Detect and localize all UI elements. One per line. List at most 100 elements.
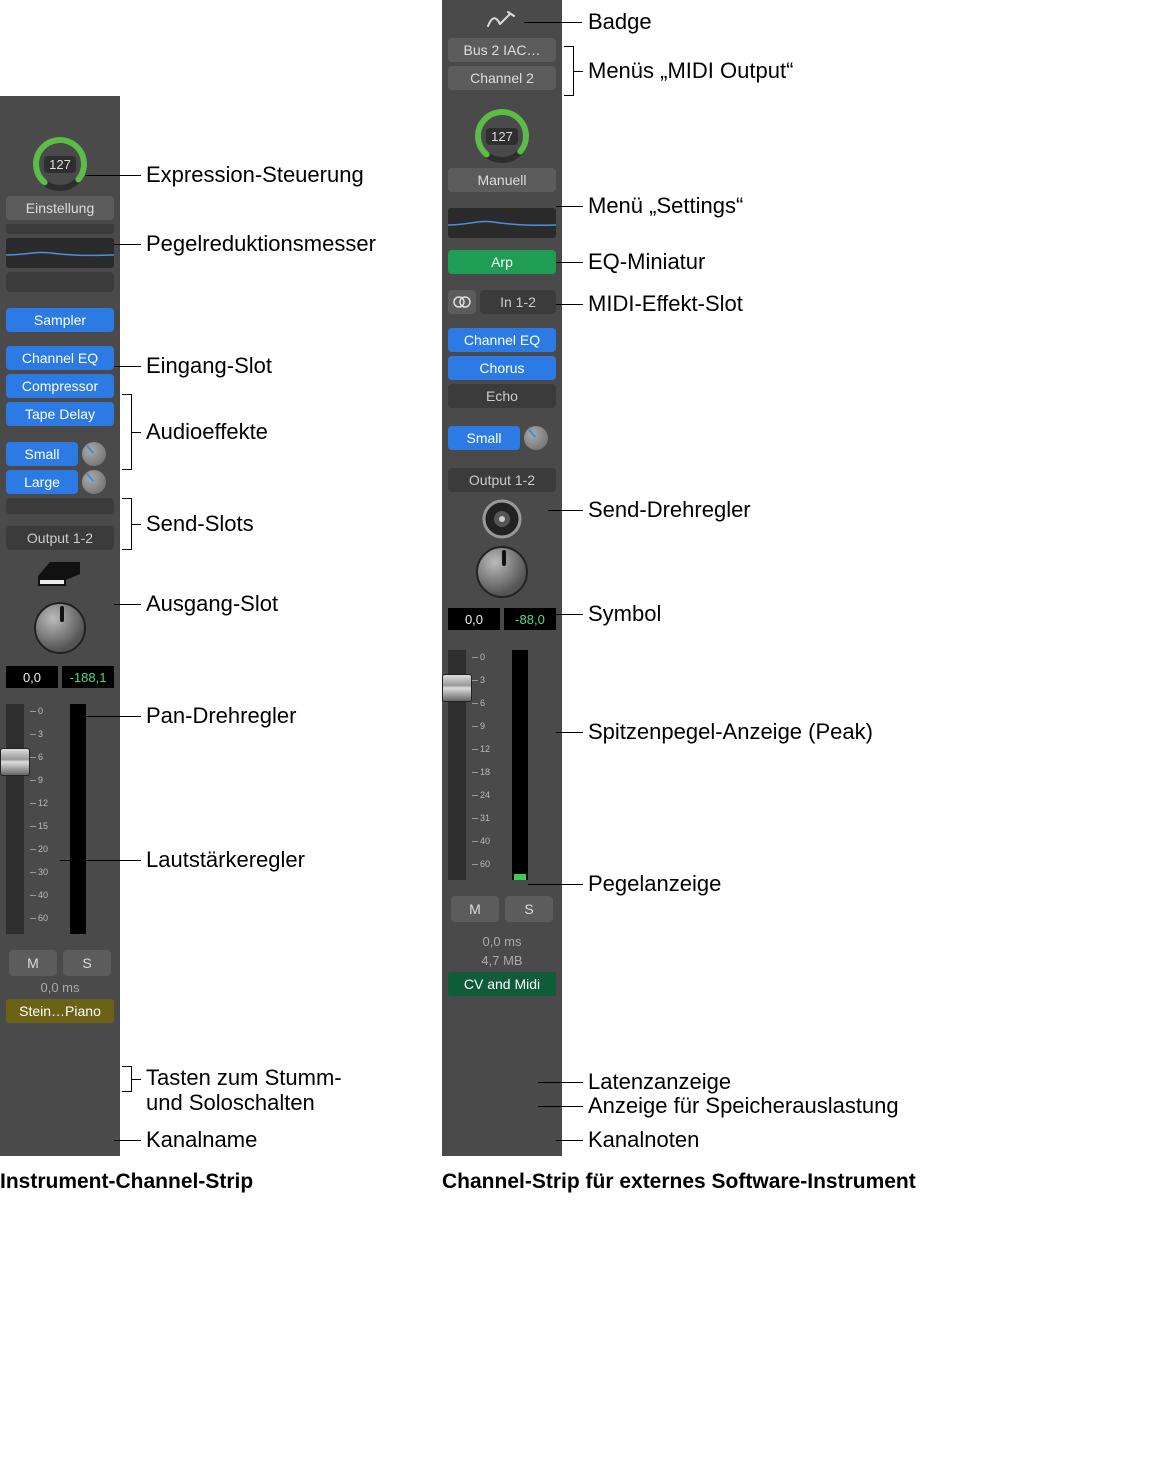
leader-line xyxy=(538,1106,583,1107)
audio-fx-slot[interactable]: Compressor xyxy=(6,374,114,398)
label-midi-output: Menüs „MIDI Output“ xyxy=(588,58,793,84)
audio-fx-slot[interactable]: Channel EQ xyxy=(448,328,556,352)
pan-knob[interactable] xyxy=(476,546,528,598)
leader-line xyxy=(556,262,583,263)
output-slot[interactable]: Output 1-2 xyxy=(448,468,556,492)
label-expression: Expression-Steuerung xyxy=(146,162,364,188)
send-row: Small xyxy=(6,442,114,466)
channel-notes[interactable]: CV and Midi xyxy=(448,972,556,996)
audio-fx-slot[interactable]: Channel EQ xyxy=(6,346,114,370)
level-peak: -88,0 xyxy=(504,608,556,630)
expression-knob[interactable]: 127 xyxy=(474,108,530,164)
expression-knob[interactable]: 127 xyxy=(32,136,88,192)
send-knob[interactable] xyxy=(82,470,106,494)
leader-line xyxy=(528,884,583,885)
eq-thumbnail[interactable] xyxy=(6,238,114,268)
settings-button[interactable]: Einstellung xyxy=(6,196,114,220)
send-slot[interactable]: Large xyxy=(6,470,78,494)
audio-fx-slot-bypassed[interactable]: Echo xyxy=(448,384,556,408)
memory-display: 4,7 MB xyxy=(481,953,522,968)
midi-output-channel[interactable]: Channel 2 xyxy=(448,66,556,90)
meter-fill-icon xyxy=(514,874,526,880)
label-eq-thumb: EQ-Miniatur xyxy=(588,249,705,275)
input-row: In 1-2 xyxy=(448,290,556,314)
leader-line xyxy=(132,524,141,525)
leader-line xyxy=(556,304,583,305)
leader-line xyxy=(114,244,141,245)
label-audio-fx: Audioeffekte xyxy=(146,419,268,445)
output-slot[interactable]: Output 1-2 xyxy=(6,526,114,550)
speaker-icon[interactable] xyxy=(479,496,525,542)
label-channel-notes: Kanalnoten xyxy=(588,1127,699,1153)
leader-line xyxy=(556,206,583,207)
send-knob[interactable] xyxy=(82,442,106,466)
bracket-icon xyxy=(122,1066,132,1092)
label-pan-knob: Pan-Drehregler xyxy=(146,703,296,729)
leader-line xyxy=(114,604,141,605)
leader-line xyxy=(556,732,583,733)
label-badge: Badge xyxy=(588,9,652,35)
send-slot[interactable]: Small xyxy=(448,426,520,450)
leader-line xyxy=(556,1140,583,1141)
stereo-mode-icon[interactable] xyxy=(448,290,476,314)
expression-value: 127 xyxy=(486,128,518,145)
mute-solo-row: M S xyxy=(9,950,111,976)
empty-slot[interactable] xyxy=(6,272,114,292)
channel-name[interactable]: Stein…Piano xyxy=(6,999,114,1023)
empty-send-slot[interactable] xyxy=(6,498,114,514)
settings-menu[interactable]: Manuell xyxy=(448,168,556,192)
midi-output-port[interactable]: Bus 2 IAC… xyxy=(448,38,556,62)
badge-icon[interactable] xyxy=(482,6,522,34)
send-row: Large xyxy=(6,470,114,494)
leader-line xyxy=(132,432,141,433)
leader-line xyxy=(524,22,582,23)
send-knob[interactable] xyxy=(524,426,548,450)
latency-display: 0,0 ms xyxy=(40,980,79,995)
pan-knob[interactable] xyxy=(34,602,86,654)
eq-curve-icon xyxy=(448,208,556,238)
audio-fx-slot[interactable]: Tape Delay xyxy=(6,402,114,426)
fader-scale: 0369121824314060 xyxy=(472,650,506,880)
level-left: 0,0 xyxy=(448,608,500,630)
leader-line xyxy=(85,175,141,176)
level-left: 0,0 xyxy=(6,666,58,688)
input-slot[interactable]: Sampler xyxy=(6,308,114,332)
input-slot[interactable]: In 1-2 xyxy=(480,290,556,314)
label-memory: Anzeige für Speicherauslastung xyxy=(588,1093,899,1119)
eq-curve-icon xyxy=(6,238,114,268)
label-gain-reduction: Pegelreduktionsmesser xyxy=(146,231,376,257)
label-mute-solo-1: Tasten zum Stumm- xyxy=(146,1065,342,1091)
mute-button[interactable]: M xyxy=(9,950,57,976)
volume-fader[interactable] xyxy=(6,704,24,934)
fader-scale: 0369121520304060 xyxy=(30,704,64,934)
label-output-slot: Ausgang-Slot xyxy=(146,591,278,617)
fader-cap[interactable] xyxy=(0,748,30,776)
fader-section: 0369121824314060 xyxy=(448,650,556,880)
fader-cap[interactable] xyxy=(442,674,472,702)
mute-button[interactable]: M xyxy=(451,896,499,922)
eq-thumbnail[interactable] xyxy=(448,208,556,238)
level-display: 0,0 -88,0 xyxy=(448,608,556,630)
label-mute-solo-2: und Soloschalten xyxy=(146,1090,315,1116)
leader-line xyxy=(538,1082,583,1083)
bracket-icon xyxy=(122,394,132,470)
label-volume-fader: Lautstärkeregler xyxy=(146,847,305,873)
volume-fader[interactable] xyxy=(448,650,466,880)
bracket-icon xyxy=(122,498,132,550)
label-meter: Pegelanzeige xyxy=(588,871,721,897)
label-send-knob: Send-Drehregler xyxy=(588,497,751,523)
solo-button[interactable]: S xyxy=(505,896,553,922)
solo-button[interactable]: S xyxy=(63,950,111,976)
midi-fx-slot[interactable]: Arp xyxy=(448,250,556,274)
audio-fx-slot[interactable]: Chorus xyxy=(448,356,556,380)
leader-line xyxy=(132,1079,141,1080)
mute-solo-row: M S xyxy=(451,896,553,922)
label-latency: Latenzanzeige xyxy=(588,1069,731,1095)
level-display: 0,0 -188,1 xyxy=(6,666,114,688)
caption-strip1: Instrument-Channel-Strip xyxy=(0,1170,253,1194)
piano-icon[interactable] xyxy=(36,554,84,590)
leader-line xyxy=(85,716,141,717)
send-slot[interactable]: Small xyxy=(6,442,78,466)
caption-strip2: Channel-Strip für externes Software-Inst… xyxy=(442,1170,916,1194)
leader-line xyxy=(574,71,583,72)
